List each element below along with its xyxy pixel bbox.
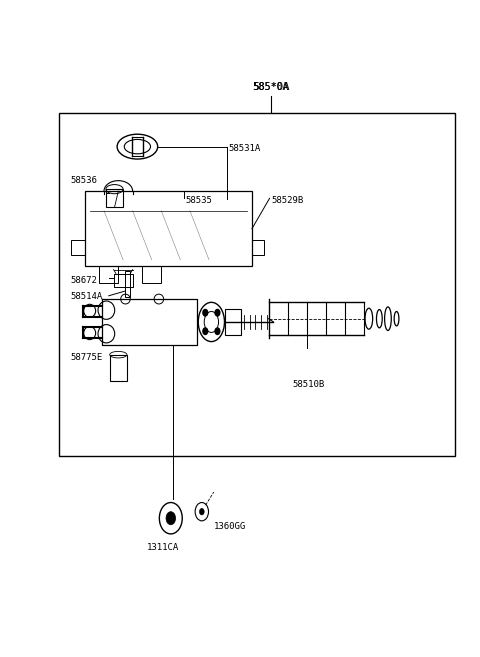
Text: 58535: 58535 xyxy=(185,196,212,205)
Bar xyxy=(225,309,241,335)
Circle shape xyxy=(199,509,204,515)
Text: 585*0A: 585*0A xyxy=(252,81,290,92)
Circle shape xyxy=(203,309,208,316)
Bar xyxy=(99,266,118,283)
Bar xyxy=(85,191,252,266)
Bar xyxy=(59,112,455,456)
Bar xyxy=(142,266,161,283)
Text: 58531A: 58531A xyxy=(228,144,260,153)
Circle shape xyxy=(215,328,220,334)
Text: 58514A: 58514A xyxy=(71,292,103,301)
Text: 58529B: 58529B xyxy=(271,196,303,205)
Text: 58672: 58672 xyxy=(71,275,97,284)
Bar xyxy=(110,355,127,381)
Text: 58536: 58536 xyxy=(71,176,97,185)
Bar xyxy=(71,240,85,254)
Bar xyxy=(124,271,130,297)
Text: 58510B: 58510B xyxy=(292,380,325,388)
Bar xyxy=(106,189,123,208)
Text: 585*0A: 585*0A xyxy=(253,81,288,92)
Text: 1360GG: 1360GG xyxy=(214,522,246,531)
Bar xyxy=(114,273,132,286)
Bar xyxy=(252,240,264,254)
Text: 58775E: 58775E xyxy=(71,353,103,363)
Circle shape xyxy=(203,328,208,334)
Circle shape xyxy=(215,309,220,316)
Text: 1311CA: 1311CA xyxy=(147,543,179,552)
Circle shape xyxy=(166,512,176,525)
